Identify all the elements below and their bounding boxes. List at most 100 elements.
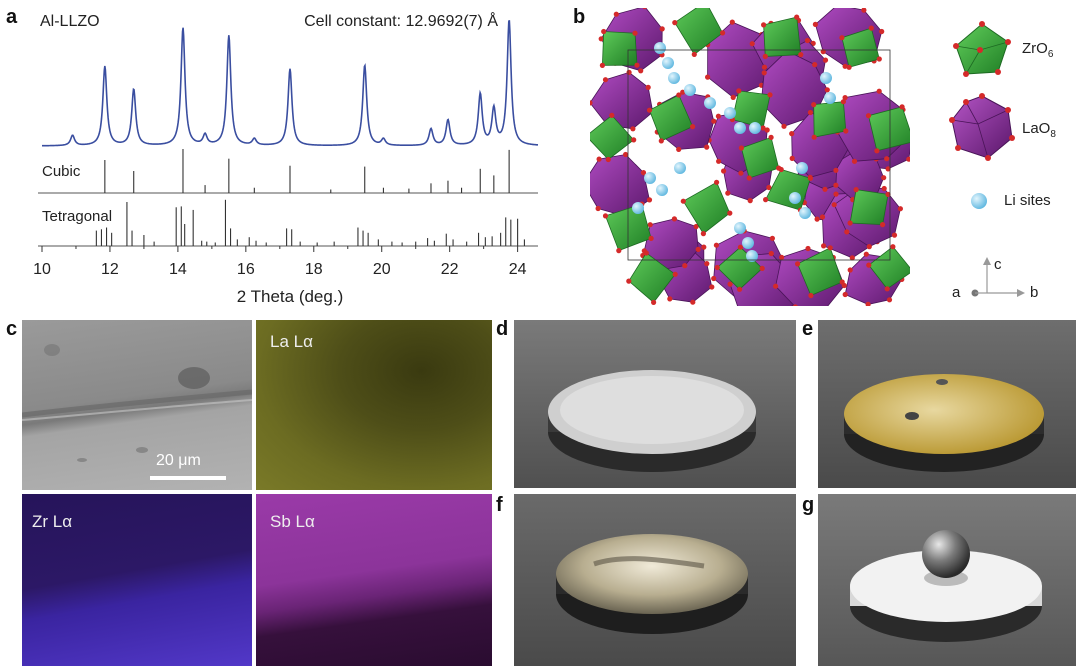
oxygen-atom [822,186,828,192]
oxygen-atom [822,57,829,63]
zro6-octahedron [849,189,889,226]
oxygen-atom [891,232,898,238]
oxygen-atom [640,170,647,176]
li-site-atom [704,97,716,109]
oxygen-atom [776,165,782,171]
oxygen-atom [795,261,801,267]
li-site-atom [820,72,832,84]
oxygen-atom [881,175,887,181]
x-tick-label-12: 12 [101,261,119,278]
oxygen-atom [866,244,872,250]
li-site-atom [644,172,656,184]
oxygen-atom [906,156,910,162]
oxygen-atom [704,144,710,150]
pellet-photo-d [514,320,796,488]
oxygen-atom [814,216,820,222]
oxygen-atom [840,99,846,105]
x-axis-label: 2 Theta (deg.) [237,287,343,306]
oxygen-atom [711,118,717,124]
oxygen-atom [874,148,880,154]
oxygen-atom [693,223,699,230]
pellet-photo-e [818,320,1076,488]
xrd-chart: Al-LLZO Cell constant: 12.9692(7) Å Cubic T… [33,11,539,306]
li-site-atom [824,92,836,104]
li-site-atom [734,122,746,134]
oxygen-atom [789,155,795,161]
oxygen-atom [763,197,769,203]
li-sites-legend-label: Li sites [1004,192,1051,209]
oxygen-atom [642,8,647,10]
zro6-octahedron [601,31,638,66]
oxygen-atom [827,245,833,251]
li-site-atom [746,250,758,262]
oxygen-atom [798,52,804,58]
oxygen-atom [676,146,682,152]
oxygen-atom [737,286,743,292]
oxygen-atom [880,222,886,228]
oxygen-atom [792,304,798,306]
oxygen-atom [890,244,896,250]
oxygen-atom [761,70,767,76]
oxygen-atom [715,113,721,119]
oxygen-atom [609,112,615,118]
oxygen-atom [805,245,811,252]
oxygen-atom [716,158,722,164]
oxygen-atom [682,263,688,269]
oxygen-atom [590,100,593,106]
oxygen-atom [812,62,818,68]
sb-map-label: Sb Lα [270,512,315,531]
oxygen-atom [768,134,774,140]
oxygen-atom [868,25,874,31]
li-site-atom [789,192,801,204]
oxygen-atom [714,179,720,185]
oxygen-atom [831,202,837,208]
pellet-photo-f [514,494,796,666]
oxygen-atom [843,128,849,134]
xrd-spectrum-line [42,20,539,147]
oxygen-atom [808,292,814,299]
oxygen-atom [725,190,731,196]
oxygen-atom [886,297,893,303]
oxygen-atom [646,107,653,113]
oxygen-atom [729,19,735,25]
x-tick-label-20: 20 [373,261,391,278]
sem-image: 20 μm [22,320,252,490]
oxygen-atom [658,138,664,144]
li-sites-legend-icon [971,193,987,209]
oxygen-atom [691,51,697,58]
oxygen-atom [863,251,869,257]
oxygen-atom [824,87,830,93]
oxygen-atom [709,284,715,290]
oxygen-atom [648,235,654,241]
oxygen-atom [853,187,859,193]
panel-label-d: d [496,318,509,340]
oxygen-atom [671,216,677,222]
x-tick-label-10: 10 [33,261,51,278]
oxygen-atom [721,168,727,174]
oxygen-atom [885,191,891,197]
oxygen-atom [861,8,867,13]
oxygen-atom [645,84,651,90]
oxygen-atom [631,137,637,143]
oxygen-atom [789,131,795,137]
oxygen-atom [899,104,905,110]
oxygen-atom [866,262,872,268]
oxygen-atom [602,213,609,219]
oxygen-atom [842,95,848,101]
oxygen-atom [847,267,853,273]
oxygen-atom [613,11,619,17]
oxygen-atom [876,88,882,94]
lao8-polyhedron [835,149,885,201]
zro6-legend-label: ZrO6 [1022,40,1054,60]
oxygen-atom [759,265,765,271]
oxygen-atom [634,62,640,68]
oxygen-atom [690,124,696,130]
oxygen-atom [672,271,678,277]
oxygen-atom [762,53,768,60]
panel-label-c: c [6,318,18,340]
oxygen-atom [879,28,885,35]
oxygen-atom [766,184,772,191]
oxygen-atom [659,26,665,32]
li-site-atom [749,122,761,134]
li-site-atom [662,57,674,69]
